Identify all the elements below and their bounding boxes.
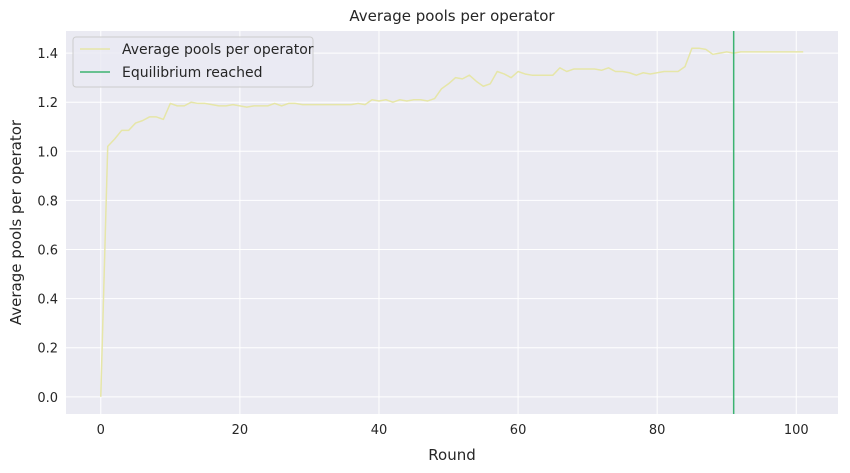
y-tick-labels: 0.0 0.2 0.4 0.6 0.8 1.0 1.2 1.4 bbox=[37, 47, 58, 406]
x-tick-label: 100 bbox=[784, 423, 809, 438]
x-tick-label: 40 bbox=[371, 423, 388, 438]
y-tick-label: 1.4 bbox=[37, 47, 58, 62]
legend-box bbox=[72, 36, 314, 88]
x-tick-label: 60 bbox=[510, 423, 527, 438]
y-tick-label: 0.0 bbox=[37, 391, 58, 406]
series-line-average-pools bbox=[100, 47, 804, 397]
plot-background bbox=[66, 31, 838, 414]
y-axis-label: Average pools per operator bbox=[7, 119, 25, 325]
x-tick-label: 0 bbox=[97, 423, 105, 438]
series-group bbox=[100, 31, 804, 414]
y-tick-label: 0.4 bbox=[37, 293, 58, 308]
chart-title: Average pools per operator bbox=[349, 7, 555, 25]
y-tick-label: 0.8 bbox=[37, 194, 58, 209]
y-tick-label: 1.2 bbox=[37, 96, 58, 111]
y-tick-label: 0.2 bbox=[37, 342, 58, 357]
x-tick-labels: 0 20 40 60 80 100 bbox=[97, 423, 809, 438]
x-axis-label: Round bbox=[428, 446, 475, 464]
x-tick-label: 20 bbox=[232, 423, 249, 438]
y-tick-label: 1.0 bbox=[37, 145, 58, 160]
legend-entry-equilibrium: Equilibrium reached bbox=[122, 65, 262, 81]
x-tick-label: 80 bbox=[649, 423, 666, 438]
grid-lines bbox=[66, 31, 838, 414]
legend-entry-average-pools: Average pools per operator bbox=[122, 42, 314, 58]
legend: Average pools per operator Equilibrium r… bbox=[72, 36, 314, 88]
y-tick-label: 0.6 bbox=[37, 244, 58, 259]
